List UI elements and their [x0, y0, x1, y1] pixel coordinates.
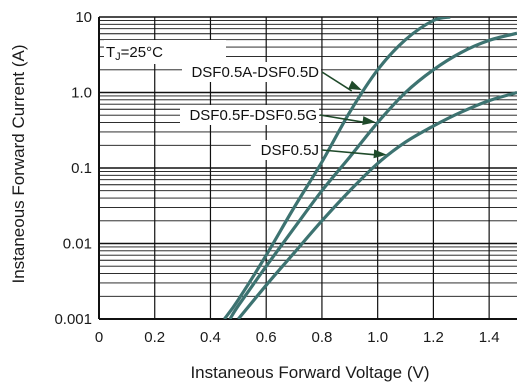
annotation-label: DSF0.5F-DSF0.5G: [189, 107, 317, 124]
annotation-bg: [182, 62, 321, 82]
y-tick-label: 0.01: [63, 236, 92, 253]
annotation-arrow-line: [321, 149, 377, 156]
annotation-arrowhead: [373, 149, 387, 159]
series-line-2: [228, 31, 517, 319]
condition-label-bg: [104, 40, 226, 64]
annotation-arrow-line: [321, 71, 353, 92]
x-axis-title: Instaneous Forward Voltage (V): [190, 363, 429, 382]
y-tick-label: 0.1: [71, 160, 92, 177]
y-tick-labels: 0.001 0.01 0.1 1.0 10: [54, 9, 92, 328]
annotation-label: DSF0.5A-DSF0.5D: [191, 64, 319, 81]
series-line-3: [237, 90, 517, 319]
x-tick-label: 0.8: [312, 329, 333, 346]
grid: [98, 16, 517, 320]
annotation-bg: [250, 140, 321, 160]
series-line-1: [223, 17, 451, 319]
annotation-bg: [180, 105, 319, 125]
y-axis-title: Instaneous Forward Current (A): [9, 44, 28, 283]
x-tick-labels: 0 0.2 0.4 0.6 0.8 1.0 1.2 1.4: [95, 329, 500, 346]
x-tick-label: 0: [95, 329, 103, 346]
annotation-arrow-line: [319, 114, 366, 124]
condition-label: TJ=25°C: [106, 44, 163, 63]
x-tick-label: 1.0: [367, 329, 388, 346]
annotation-arrowhead: [348, 80, 362, 91]
y-tick-label: 10: [75, 9, 92, 26]
x-tick-label: 0.6: [256, 329, 277, 346]
annotations: DSF0.5A-DSF0.5D DSF0.5F-DSF0.5G DSF0.5J: [180, 62, 387, 160]
annotation-arrowhead: [362, 116, 376, 126]
x-tick-label: 1.4: [479, 329, 500, 346]
x-tick-label: 0.2: [144, 329, 165, 346]
x-tick-label: 1.2: [423, 329, 444, 346]
curves: [223, 17, 517, 319]
annotation-label: DSF0.5J: [261, 142, 319, 159]
y-tick-label: 0.001: [54, 311, 92, 328]
x-tick-label: 0.4: [200, 329, 221, 346]
y-tick-label: 1.0: [71, 85, 92, 102]
